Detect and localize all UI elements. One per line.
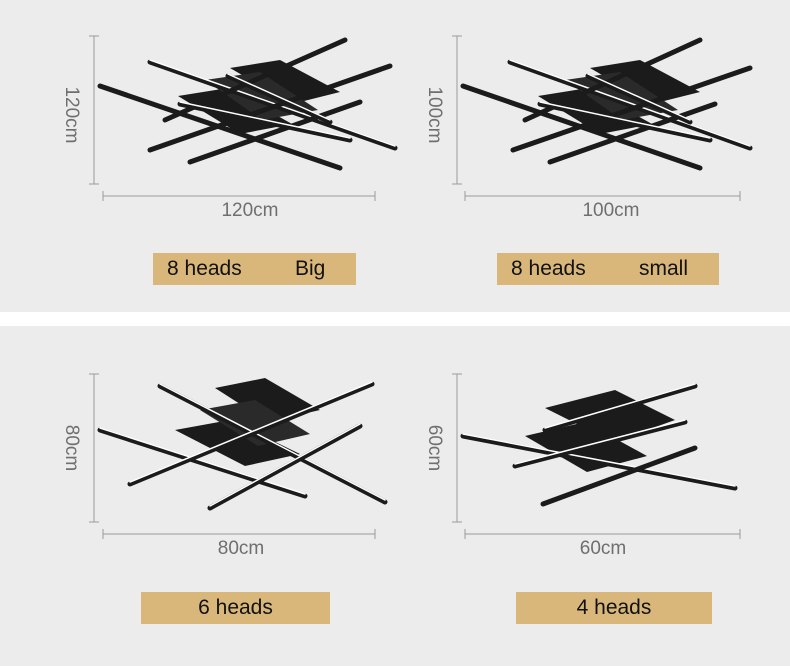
width-label: 100cm: [582, 200, 640, 221]
size-name: Big: [295, 257, 326, 280]
lamp-drawing-6-heads: [89, 373, 388, 539]
height-label: 80cm: [61, 424, 82, 472]
lamp-drawing-8-heads-big: [89, 35, 398, 201]
lamp-drawing-8-heads-small: [452, 35, 753, 201]
heads-count: 4 heads: [576, 596, 652, 619]
product-4-heads: 60cm 60cm 4 heads: [395, 326, 790, 666]
height-label: 60cm: [424, 424, 445, 472]
product-6-heads: 80cm 80cm 6 heads: [0, 326, 395, 666]
product-8-heads-small: 100cm 100cm 8 heads small: [395, 0, 790, 312]
heads-count: 8 heads: [167, 257, 242, 280]
variant-label: 8 heads small: [497, 253, 719, 285]
size-name: small: [639, 257, 689, 280]
product-8-heads-big: 120cm 120cm 8 heads Big: [0, 0, 398, 312]
height-label: 100cm: [424, 86, 445, 144]
height-label: 120cm: [61, 86, 82, 144]
heads-count: 8 heads: [511, 257, 586, 280]
variant-label: 8 heads Big: [153, 253, 356, 285]
width-label: 80cm: [217, 538, 265, 559]
lamp-drawing-4-heads: [452, 373, 741, 539]
variant-label: 4 heads: [516, 592, 712, 624]
width-label: 120cm: [221, 200, 279, 221]
panel-divider: [0, 312, 790, 326]
variant-label: 6 heads: [141, 592, 330, 624]
width-label: 60cm: [579, 538, 627, 559]
heads-count: 6 heads: [198, 596, 273, 619]
